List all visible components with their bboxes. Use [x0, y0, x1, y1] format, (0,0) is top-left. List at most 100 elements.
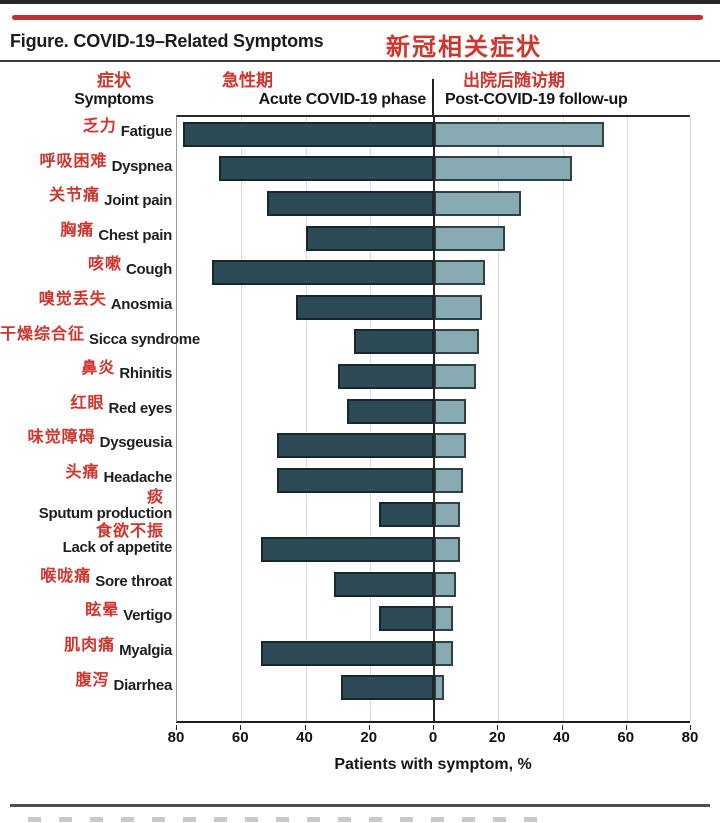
x-tick: [304, 725, 306, 730]
bar-acute-dysgeusia: [276, 433, 434, 459]
bar-acute-myalgia: [260, 640, 434, 666]
row-label-en: Rhinitis: [119, 365, 172, 383]
row-label-zh: 红眼: [70, 394, 105, 412]
row-label-anosmia: 嗅觉丢失 Anosmia: [0, 288, 173, 323]
row-label-en: Sore throat: [95, 572, 172, 590]
row-label-en: Myalgia: [119, 642, 172, 659]
column-header-post-en: Post-COVID-19 follow-up: [445, 91, 628, 108]
gridline: [305, 117, 307, 721]
row-label-en: Dyspnea: [111, 157, 173, 175]
row-label-en: Cough: [126, 261, 172, 279]
row-label-joint-pain: 关节痛 Joint pain: [0, 184, 172, 219]
bar-followup-diarrhea: [434, 675, 444, 701]
row-label-diarrhea: 腹泻 Diarrhea: [0, 669, 173, 704]
bar-acute-lack-of-appetite: [260, 537, 434, 562]
row-label-zh: 头痛: [65, 464, 100, 481]
bar-acute-fatigue: [183, 121, 434, 147]
bar-acute-anosmia: [295, 294, 434, 320]
gridline: [562, 117, 564, 721]
row-label-zh: 呼吸困难: [39, 152, 108, 170]
bar-followup-sputum-production: [434, 502, 460, 528]
row-label-dysgeusia: 味觉障碍 Dysgeusia: [0, 426, 173, 461]
gridline: [626, 117, 628, 721]
row-label-zh: 嗅觉丢失: [38, 291, 107, 308]
gridline: [241, 117, 243, 721]
row-label-sputum-production: 痰 Sputum production: [0, 488, 173, 522]
bar-followup-headache: [434, 467, 463, 493]
bar-followup-red-eyes: [434, 398, 467, 424]
row-label-en: Headache: [103, 469, 173, 486]
x-axis-label: Patients with symptom, %: [334, 756, 532, 773]
bar-acute-chest-pain: [305, 225, 434, 251]
row-label-en: Joint pain: [104, 192, 172, 210]
bar-acute-dyspnea: [218, 156, 434, 182]
column-header-acute-en: Acute COVID-19 phase: [258, 91, 427, 108]
row-label-zh: 鼻炎: [81, 360, 116, 378]
x-tick: [240, 725, 242, 730]
top-bar: [0, 0, 720, 4]
row-label-rhinitis: 鼻炎 Rhinitis: [0, 357, 172, 392]
row-label-cough: 咳嗽 Cough: [0, 253, 172, 288]
row-label-en: Sputum production: [38, 504, 173, 522]
row-label-fatigue: 乏力 Fatigue: [0, 115, 173, 150]
bar-acute-red-eyes: [347, 398, 434, 424]
x-tick-label: 80: [681, 729, 699, 746]
bar-acute-headache: [276, 467, 434, 493]
bar-followup-lack-of-appetite: [434, 537, 460, 562]
category-labels: 乏力 Fatigue 呼吸困难 Dyspnea 关节痛 Joint pain 胸痛 Chest…: [0, 115, 200, 723]
bar-followup-cough: [434, 260, 486, 286]
header-separator-line: [432, 79, 434, 115]
row-label-en: Chest pain: [98, 226, 172, 244]
row-label-zh: 味觉障碍: [27, 429, 96, 447]
x-tick-label: 60: [231, 729, 249, 746]
bar-followup-myalgia: [434, 640, 454, 666]
bar-followup-anosmia: [434, 294, 483, 320]
bar-acute-vertigo: [379, 606, 434, 632]
x-tick-label: 80: [167, 729, 185, 746]
bar-acute-cough: [212, 260, 434, 286]
x-tick-label: 20: [488, 729, 506, 746]
row-label-zh: 肌肉痛: [64, 637, 116, 654]
bar-followup-dysgeusia: [434, 433, 467, 459]
row-label-zh: 腹泻: [75, 671, 110, 689]
bar-followup-sore-throat: [434, 571, 457, 597]
title-divider: [0, 60, 720, 62]
bar-followup-chest-pain: [434, 225, 505, 251]
x-tick: [433, 725, 434, 730]
row-label-headache: 头痛 Headache: [0, 461, 173, 496]
row-label-sore-throat: 喉咙痛 Sore throat: [0, 565, 172, 600]
bar-followup-vertigo: [434, 606, 454, 632]
bar-acute-sputum-production: [379, 502, 434, 528]
row-label-zh: 胸痛: [60, 221, 95, 239]
row-label-en: Diarrhea: [113, 676, 173, 694]
row-label-en: Vertigo: [123, 607, 172, 625]
bar-acute-sore-throat: [334, 571, 434, 597]
bar-followup-sicca-syndrome: [434, 329, 479, 355]
gridline: [498, 117, 500, 721]
bar-acute-joint-pain: [266, 191, 434, 216]
column-header-symptoms-zh: 症状: [97, 71, 131, 90]
x-tick: [497, 725, 499, 730]
plot-area: [176, 115, 691, 723]
x-tick-label: 20: [360, 729, 378, 746]
bar-followup-dyspnea: [434, 156, 573, 182]
red-accent-rule: [12, 15, 703, 20]
column-header-symptoms: 症状 Symptoms: [55, 66, 173, 109]
x-tick: [176, 725, 177, 730]
x-tick: [690, 725, 691, 730]
row-label-myalgia: 肌肉痛 Myalgia: [0, 634, 172, 669]
gridline: [690, 117, 691, 721]
column-header-acute-zh: 急性期: [222, 71, 273, 90]
row-label-zh: 痰: [146, 488, 164, 506]
cutoff-caption-marks: [28, 817, 553, 822]
row-label-zh: 咳嗽: [88, 256, 123, 274]
row-label-zh: 乏力: [82, 118, 117, 135]
column-header-acute: 急性期 Acute COVID-19 phase: [222, 66, 426, 109]
x-tick: [625, 725, 627, 730]
x-tick: [561, 725, 563, 730]
bar-acute-diarrhea: [340, 675, 434, 701]
bar-acute-sicca-syndrome: [353, 329, 434, 355]
row-label-en: Sicca syndrome: [89, 330, 200, 348]
row-label-vertigo: 眩晕 Vertigo: [0, 599, 172, 634]
bottom-divider: [10, 804, 710, 807]
